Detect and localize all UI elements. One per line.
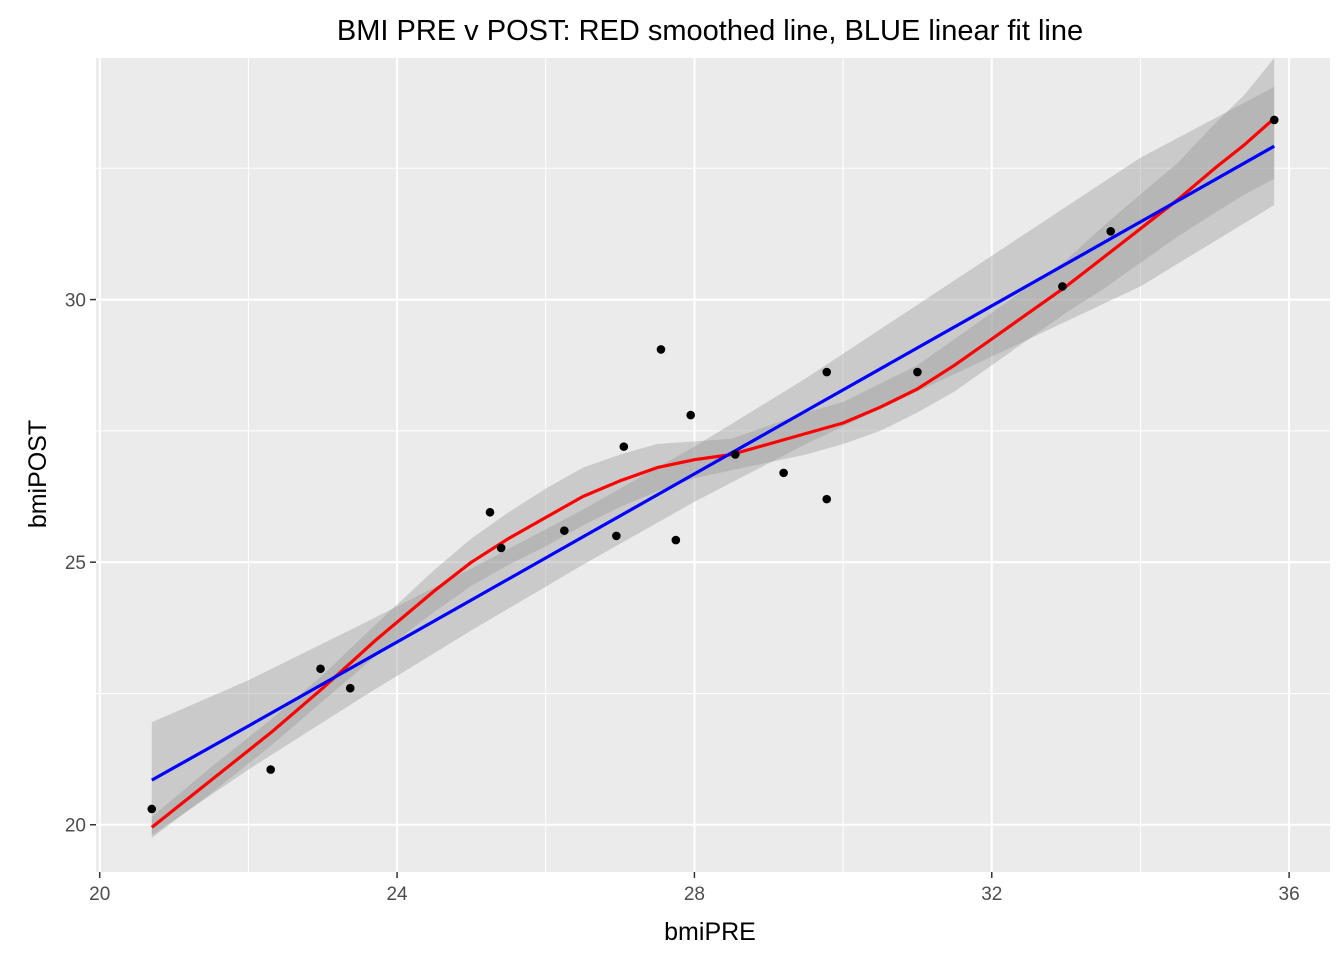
data-point [1269,115,1279,125]
y-axis: 20 25 30 [65,291,96,837]
linear-confidence-band [151,86,1275,836]
x-tick-label: 20 [89,884,110,905]
data-point [560,526,569,535]
major-gridlines [96,58,1330,872]
data-point [731,450,740,459]
data-point [147,804,157,814]
data-point [822,367,832,377]
data-point [822,494,832,504]
data-point [612,531,621,541]
data-point [266,765,275,774]
fit-lines [150,117,1276,829]
data-point [485,507,495,517]
data-point [1106,227,1116,236]
data-points [147,115,1279,814]
x-tick-label: 24 [386,884,408,905]
x-tick-label: 32 [981,884,1002,905]
loess-confidence-band [151,58,1275,838]
confidence-bands [151,58,1275,838]
y-tick-label: 20 [65,816,86,837]
data-point [316,664,325,674]
data-point [345,683,355,693]
x-tick-label: 36 [1279,884,1300,905]
data-point [619,442,629,451]
smoothed-line [150,117,1276,829]
data-point [1058,282,1067,291]
data-point [913,367,922,377]
minor-gridlines [96,58,1330,872]
chart-title: BMI PRE v POST: RED smoothed line, BLUE … [337,15,1083,47]
y-axis-title: bmiPOST [24,420,52,528]
x-axis: 20 24 28 32 36 [89,872,1300,905]
data-point [656,345,666,354]
y-tick-label: 30 [65,291,86,312]
y-tick-label: 25 [65,553,86,574]
x-axis-title: bmiPRE [664,918,756,946]
data-point [779,468,788,478]
data-point [496,543,506,553]
linear-fit-line [151,144,1275,782]
data-point [686,410,695,420]
x-tick-label: 28 [684,884,705,905]
data-point [671,535,681,545]
